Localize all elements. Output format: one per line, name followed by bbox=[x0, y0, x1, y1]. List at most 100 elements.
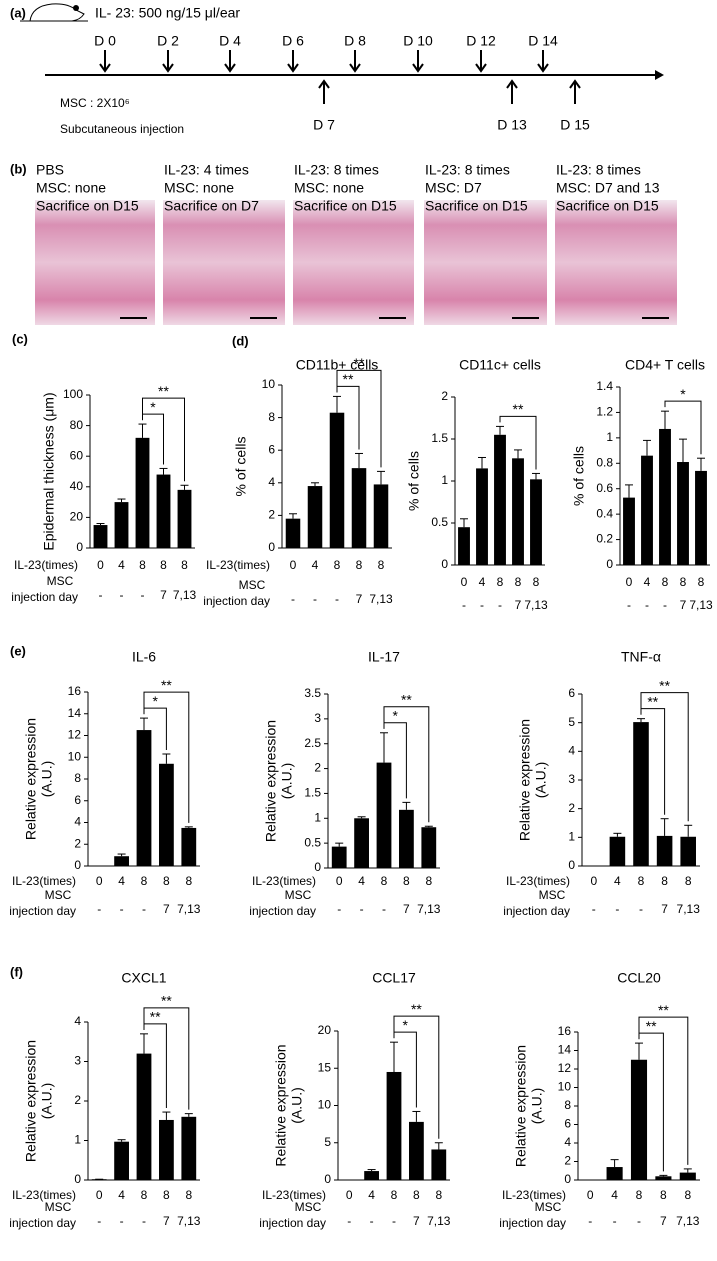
x-tick-label: 7 bbox=[356, 592, 363, 606]
significance-label: ** bbox=[646, 1018, 657, 1034]
bar bbox=[114, 502, 129, 548]
significance-label: ** bbox=[647, 693, 658, 709]
y-tick-label: 3 bbox=[314, 711, 321, 725]
y-tick-label: 4 bbox=[568, 744, 575, 758]
x-tick-label: 4 bbox=[614, 874, 621, 888]
chart-title: CCL17 bbox=[372, 970, 416, 986]
mouse-icon bbox=[20, 3, 88, 22]
x-tick-label: 8 bbox=[685, 874, 692, 888]
y-tick-label: 6 bbox=[74, 793, 81, 807]
bar bbox=[156, 474, 171, 548]
y-tick-label: 2 bbox=[568, 801, 575, 815]
x-tick-label: 4 bbox=[479, 575, 486, 589]
y-tick-label: 6 bbox=[564, 1117, 571, 1131]
y-tick-label: 10 bbox=[558, 1080, 572, 1094]
x-tick-label: 4 bbox=[118, 874, 125, 888]
x-tick-label: 7,13 bbox=[177, 1214, 201, 1228]
bar bbox=[695, 470, 707, 565]
bar bbox=[421, 827, 437, 868]
x-tick-label: - bbox=[142, 1214, 146, 1228]
significance-bracket bbox=[638, 1016, 689, 1165]
x-tick-label: 7,13 bbox=[676, 1214, 700, 1228]
x-tick-label: - bbox=[360, 902, 364, 916]
y-tick-label: 0.5 bbox=[431, 515, 448, 529]
y-tick-label: 0 bbox=[324, 1172, 331, 1186]
x-tick-label: 0 bbox=[461, 575, 468, 589]
y-tick-label: 80 bbox=[70, 418, 84, 432]
y-tick-label: 6 bbox=[268, 442, 275, 456]
timeline-title: IL- 23: 500 ng/15 μl/ear bbox=[95, 5, 240, 21]
y-tick-label: 2 bbox=[564, 1154, 571, 1168]
route: Subcutaneous injection bbox=[60, 122, 184, 136]
y-tick-label: 4 bbox=[268, 475, 275, 489]
x-tick-label: 7 bbox=[680, 598, 687, 612]
x-tick-label: 8 bbox=[698, 575, 705, 589]
x-tick-label: - bbox=[370, 1214, 374, 1228]
bar bbox=[159, 763, 174, 866]
x-tick-label: 8 bbox=[334, 558, 341, 572]
significance-bracket bbox=[664, 400, 702, 455]
y-tick-label: 0.5 bbox=[304, 835, 321, 849]
day-label: D 8 bbox=[344, 33, 366, 49]
condition-label: MSC: D7 and 13 bbox=[556, 180, 660, 196]
significance-bracket bbox=[142, 397, 185, 482]
condition-label: MSC: none bbox=[164, 180, 234, 196]
bar bbox=[458, 527, 470, 565]
x-tick-label: - bbox=[335, 592, 339, 606]
x-row-label: MSC bbox=[285, 888, 312, 902]
y-tick-label: 1.5 bbox=[304, 786, 321, 800]
x-tick-label: 0 bbox=[97, 558, 104, 572]
significance-label: ** bbox=[659, 677, 670, 693]
y-tick-label: 4 bbox=[74, 815, 81, 829]
bar bbox=[159, 1119, 174, 1180]
y-axis-label: (A.U.) bbox=[39, 1083, 55, 1120]
bar bbox=[114, 1141, 129, 1180]
y-tick-label: 10 bbox=[262, 377, 276, 391]
y-tick-label: 1 bbox=[441, 473, 448, 487]
bar bbox=[285, 518, 301, 548]
bar bbox=[329, 412, 345, 548]
arrowhead bbox=[287, 63, 299, 73]
histology-image bbox=[293, 200, 414, 325]
x-tick-label: 7,13 bbox=[369, 592, 393, 606]
panel-label: (c) bbox=[12, 331, 28, 346]
y-tick-label: 0 bbox=[606, 557, 613, 571]
x-row-label: IL-23(times) bbox=[262, 1188, 326, 1202]
significance-label: ** bbox=[354, 355, 365, 371]
arrowhead bbox=[506, 79, 518, 89]
significance-label: ** bbox=[401, 691, 412, 707]
y-axis-label: % of cells bbox=[571, 446, 587, 506]
significance-label: ** bbox=[158, 383, 169, 399]
condition-label: Sacrifice on D7 bbox=[164, 198, 259, 214]
x-tick-label: 8 bbox=[163, 1188, 170, 1202]
significance-label: * bbox=[392, 707, 398, 723]
y-tick-label: 2 bbox=[441, 389, 448, 403]
x-tick-label: 7,13 bbox=[677, 902, 701, 916]
y-tick-label: 0 bbox=[441, 557, 448, 571]
x-tick-label: 0 bbox=[96, 874, 103, 888]
y-axis-label: (A.U.) bbox=[279, 763, 295, 800]
x-tick-label: 8 bbox=[636, 1188, 643, 1202]
x-tick-label: - bbox=[588, 1214, 592, 1228]
x-row-label: IL-23(times) bbox=[506, 874, 570, 888]
x-tick-label: 7,13 bbox=[173, 588, 197, 602]
y-tick-label: 0.6 bbox=[596, 481, 613, 495]
x-row-label: IL-23(times) bbox=[12, 1188, 76, 1202]
x-row-label: injection day bbox=[9, 1216, 76, 1230]
y-tick-label: 8 bbox=[564, 1098, 571, 1112]
y-tick-label: 20 bbox=[318, 1023, 332, 1037]
y-tick-label: 1.2 bbox=[596, 405, 613, 419]
arrowhead bbox=[162, 63, 174, 73]
y-axis-label: Relative expression bbox=[273, 1044, 289, 1166]
condition-label: IL-23: 4 times bbox=[164, 162, 249, 178]
panel-label: (a) bbox=[10, 5, 26, 20]
x-tick-label: 4 bbox=[644, 575, 651, 589]
day-label: D 6 bbox=[282, 33, 304, 49]
y-tick-label: 0.2 bbox=[596, 532, 613, 546]
y-axis-label: (A.U.) bbox=[39, 761, 55, 798]
x-tick-label: 0 bbox=[336, 874, 343, 888]
x-tick-label: 8 bbox=[181, 558, 188, 572]
bar bbox=[679, 1172, 696, 1180]
chart-title: CCL20 bbox=[617, 970, 661, 986]
x-tick-label: 7 bbox=[163, 902, 170, 916]
